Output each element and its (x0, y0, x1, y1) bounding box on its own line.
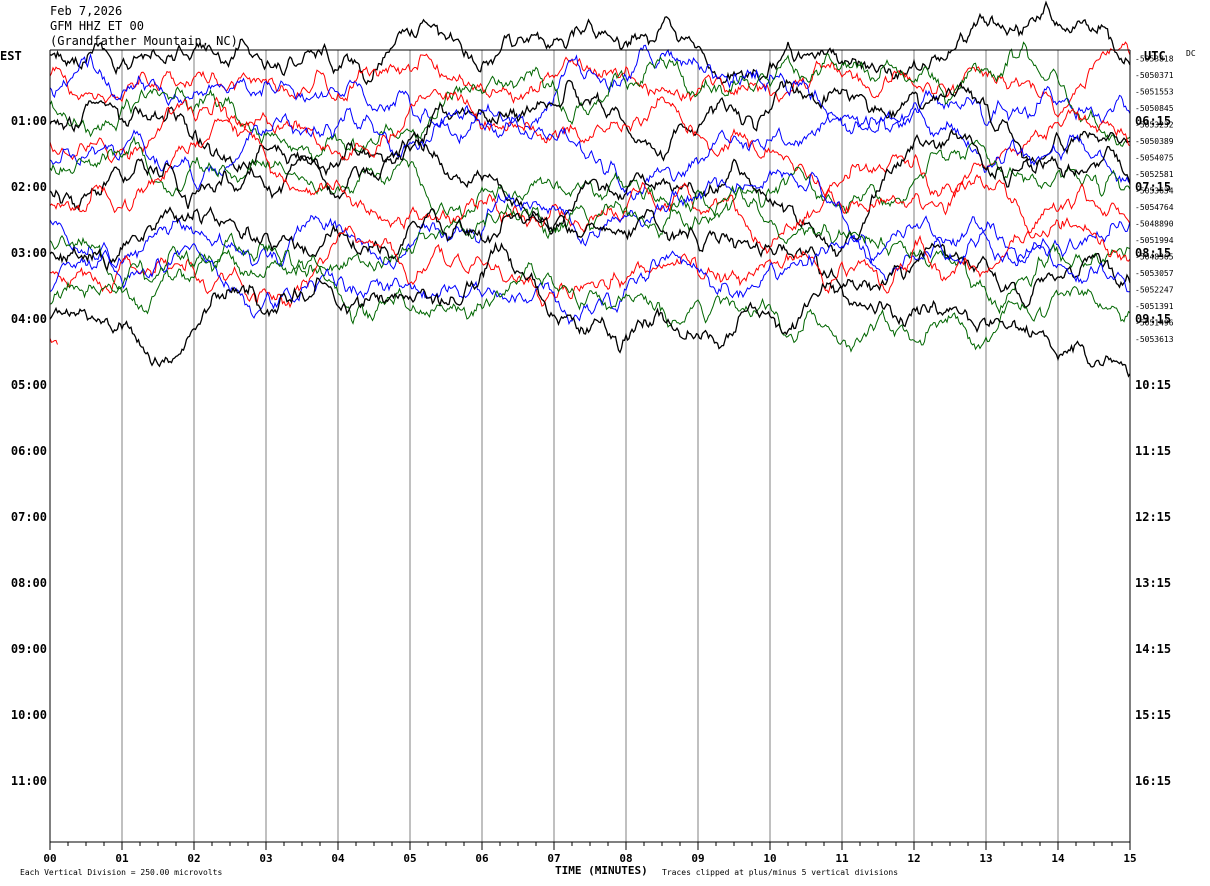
left-hour-label: 09:00 (11, 642, 47, 656)
x-tick-label: 15 (1123, 852, 1136, 865)
left-hour-label: 11:00 (11, 774, 47, 788)
x-tick-label: 07 (547, 852, 560, 865)
x-tick-label: 01 (115, 852, 129, 865)
x-tick-label: 05 (403, 852, 416, 865)
dc-offset-label: -5050845 (1135, 104, 1174, 113)
x-tick-label: 14 (1051, 852, 1065, 865)
chart-location: (Grandfather Mountain, NC) (50, 34, 238, 48)
left-hour-label: 04:00 (11, 312, 47, 326)
scale-note: Each Vertical Division = 250.00 microvol… (20, 868, 222, 877)
left-hour-label: 01:00 (11, 114, 47, 128)
right-hour-label: 14:15 (1135, 642, 1171, 656)
dc-offset-label: -5048365 (1135, 252, 1174, 261)
dc-offset-label: -5051391 (1135, 302, 1174, 311)
right-hour-label: 11:15 (1135, 444, 1171, 458)
dc-offset-label: -5051553 (1135, 87, 1174, 96)
right-hour-label: 08:15 (1135, 246, 1171, 260)
trace-line (49, 205, 1131, 308)
left-hour-label: 07:00 (11, 510, 47, 524)
dc-label: DC (1186, 49, 1196, 58)
trace-line (49, 169, 1131, 281)
dc-offset-label: -5053232 (1135, 120, 1174, 129)
trace-line (49, 44, 1131, 145)
chart-date: Feb 7,2026 (50, 4, 123, 18)
x-tick-label: 02 (187, 852, 200, 865)
axes (49, 49, 1131, 850)
left-hour-label: 06:00 (11, 444, 47, 458)
x-tick-label: 04 (331, 852, 345, 865)
right-hour-label: 10:15 (1135, 378, 1171, 392)
grid-lines (121, 50, 1059, 842)
axis-labels: 00 01 02 03 04 05 06 07 08 09 10 11 12 13 14 15 EST UTC DC… (0, 49, 1196, 877)
right-hour-label: 16:15 (1135, 774, 1171, 788)
left-hour-label: 02:00 (11, 180, 47, 194)
x-tick-label: 12 (907, 852, 920, 865)
dc-offset-label: -5050389 (1135, 137, 1174, 146)
x-tick-label: 00 (43, 852, 56, 865)
trace-line (49, 102, 1131, 201)
x-tick-label: 13 (979, 852, 992, 865)
dc-offset-label: -5054075 (1135, 153, 1174, 162)
dc-offset-label: -5050371 (1135, 71, 1174, 80)
x-tick-label: 06 (475, 852, 489, 865)
x-tick-label: 08 (619, 852, 632, 865)
right-hour-label: 13:15 (1135, 576, 1171, 590)
left-hour-label: 05:00 (11, 378, 47, 392)
dc-offset-label: -5051496 (1135, 318, 1174, 327)
trace-line (49, 41, 1131, 161)
chart-station: GFM HHZ ET 00 (50, 19, 144, 33)
trace-line (49, 88, 1131, 199)
trace-line (49, 114, 1131, 255)
right-hour-label: 06:15 (1135, 114, 1171, 128)
dc-offset-label: -5053634 (1135, 186, 1174, 195)
left-hour-label: 03:00 (11, 246, 47, 260)
trace-line (49, 216, 1131, 309)
dc-offset-label: -5048890 (1135, 219, 1174, 228)
right-hour-label: 09:15 (1135, 312, 1171, 326)
left-hour-label: 08:00 (11, 576, 47, 590)
dc-offset-label: -5052247 (1135, 285, 1174, 294)
trace-line (49, 241, 1131, 378)
trace-line (49, 245, 1131, 353)
dc-offset-label: -5053818 (1135, 54, 1174, 63)
dc-offset-label: -5051994 (1135, 236, 1174, 245)
dc-offset-label: -5054764 (1135, 203, 1174, 212)
seismic-traces (49, 0, 1131, 378)
x-tick-label: 11 (835, 852, 849, 865)
dc-offset-label: -5053613 (1135, 335, 1174, 344)
right-hour-label: 07:15 (1135, 180, 1171, 194)
trace-line (49, 78, 1131, 177)
x-axis-title: TIME (MINUTES) (555, 864, 648, 877)
trace-line (49, 0, 1131, 86)
x-tick-label: 09 (691, 852, 704, 865)
dc-offset-label: -5052581 (1135, 170, 1174, 179)
clip-note: Traces clipped at plus/minus 5 vertical … (662, 868, 898, 877)
trace-line (49, 135, 1131, 232)
right-hour-label: 12:15 (1135, 510, 1171, 524)
dc-offset-label: -5053057 (1135, 269, 1174, 278)
right-timezone-label: UTC (1144, 49, 1166, 63)
trace-line (49, 185, 1131, 315)
left-timezone-label: EST (0, 49, 22, 63)
x-tick-label: 10 (763, 852, 776, 865)
x-tick-label: 03 (259, 852, 272, 865)
trace-line (49, 128, 1131, 258)
left-hour-label: 10:00 (11, 708, 47, 722)
right-hour-label: 15:15 (1135, 708, 1171, 722)
trace-line (49, 338, 58, 345)
